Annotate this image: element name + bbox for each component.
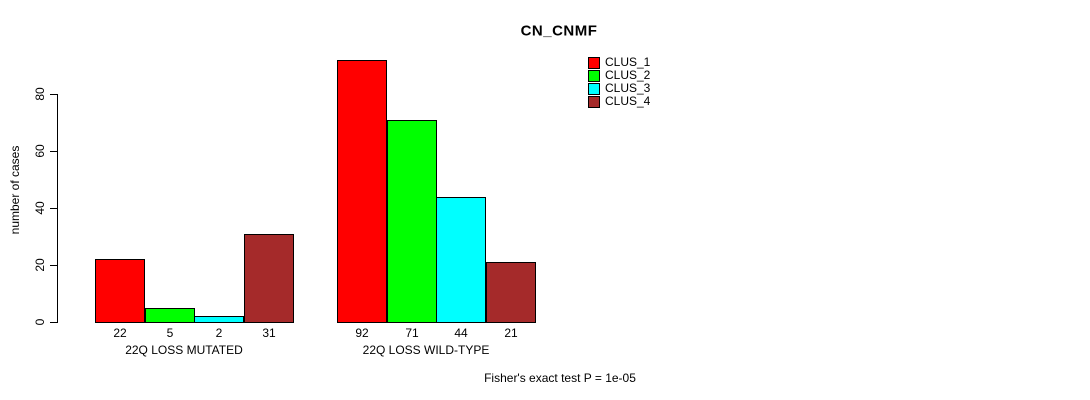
y-axis-label-text: number of cases (8, 145, 22, 235)
y-tick (50, 265, 58, 266)
y-tick-label-text: 20 (33, 258, 47, 272)
legend-label: CLUS_1 (605, 55, 651, 69)
bar (194, 316, 244, 323)
bar (486, 262, 536, 323)
legend-row: CLUS_3 (588, 82, 650, 95)
bar (436, 197, 486, 323)
bar-value-label-text: 22 (113, 326, 127, 340)
legend-label: CLUS_2 (605, 68, 651, 82)
legend-swatch (588, 69, 600, 82)
bar (244, 234, 294, 323)
stat-annotation-text: Fisher's exact test P = 1e-05 (484, 371, 636, 385)
bar-value-label-text: 71 (405, 326, 419, 340)
y-tick-label-text: 0 (33, 318, 47, 326)
y-tick-label-text: 80 (33, 87, 47, 101)
y-tick (50, 151, 58, 152)
bar-value-label-text: 5 (166, 326, 174, 340)
bar (387, 120, 437, 323)
bar-value-label-text: 2 (215, 326, 223, 340)
legend-swatch (588, 95, 600, 108)
legend-row: CLUS_4 (588, 95, 650, 108)
legend-swatch (588, 82, 600, 95)
y-tick (50, 322, 58, 323)
y-tick (50, 94, 58, 95)
y-tick-label-text: 60 (33, 144, 47, 158)
bar (145, 308, 195, 323)
chart-title-text: CN_CNMF (520, 22, 598, 40)
y-tick (50, 208, 58, 209)
bar-value-label-text: 44 (454, 326, 468, 340)
legend-row: CLUS_1 (588, 56, 650, 69)
bar-value-label-text: 21 (504, 326, 518, 340)
legend-swatch (588, 56, 600, 69)
bar (95, 259, 145, 323)
category-label-text: 22Q LOSS WILD-TYPE (362, 343, 490, 357)
legend: CLUS_1 CLUS_2 CLUS_3 CLUS_4 (588, 56, 650, 108)
y-tick-label-text: 40 (33, 201, 47, 215)
legend-row: CLUS_2 (588, 69, 650, 82)
bar (337, 60, 387, 323)
legend-label: CLUS_4 (605, 94, 651, 108)
category-label-text: 22Q LOSS MUTATED (125, 343, 243, 357)
bar-value-label-text: 92 (355, 326, 369, 340)
bar-value-label-text: 31 (262, 326, 276, 340)
legend-label: CLUS_3 (605, 81, 651, 95)
